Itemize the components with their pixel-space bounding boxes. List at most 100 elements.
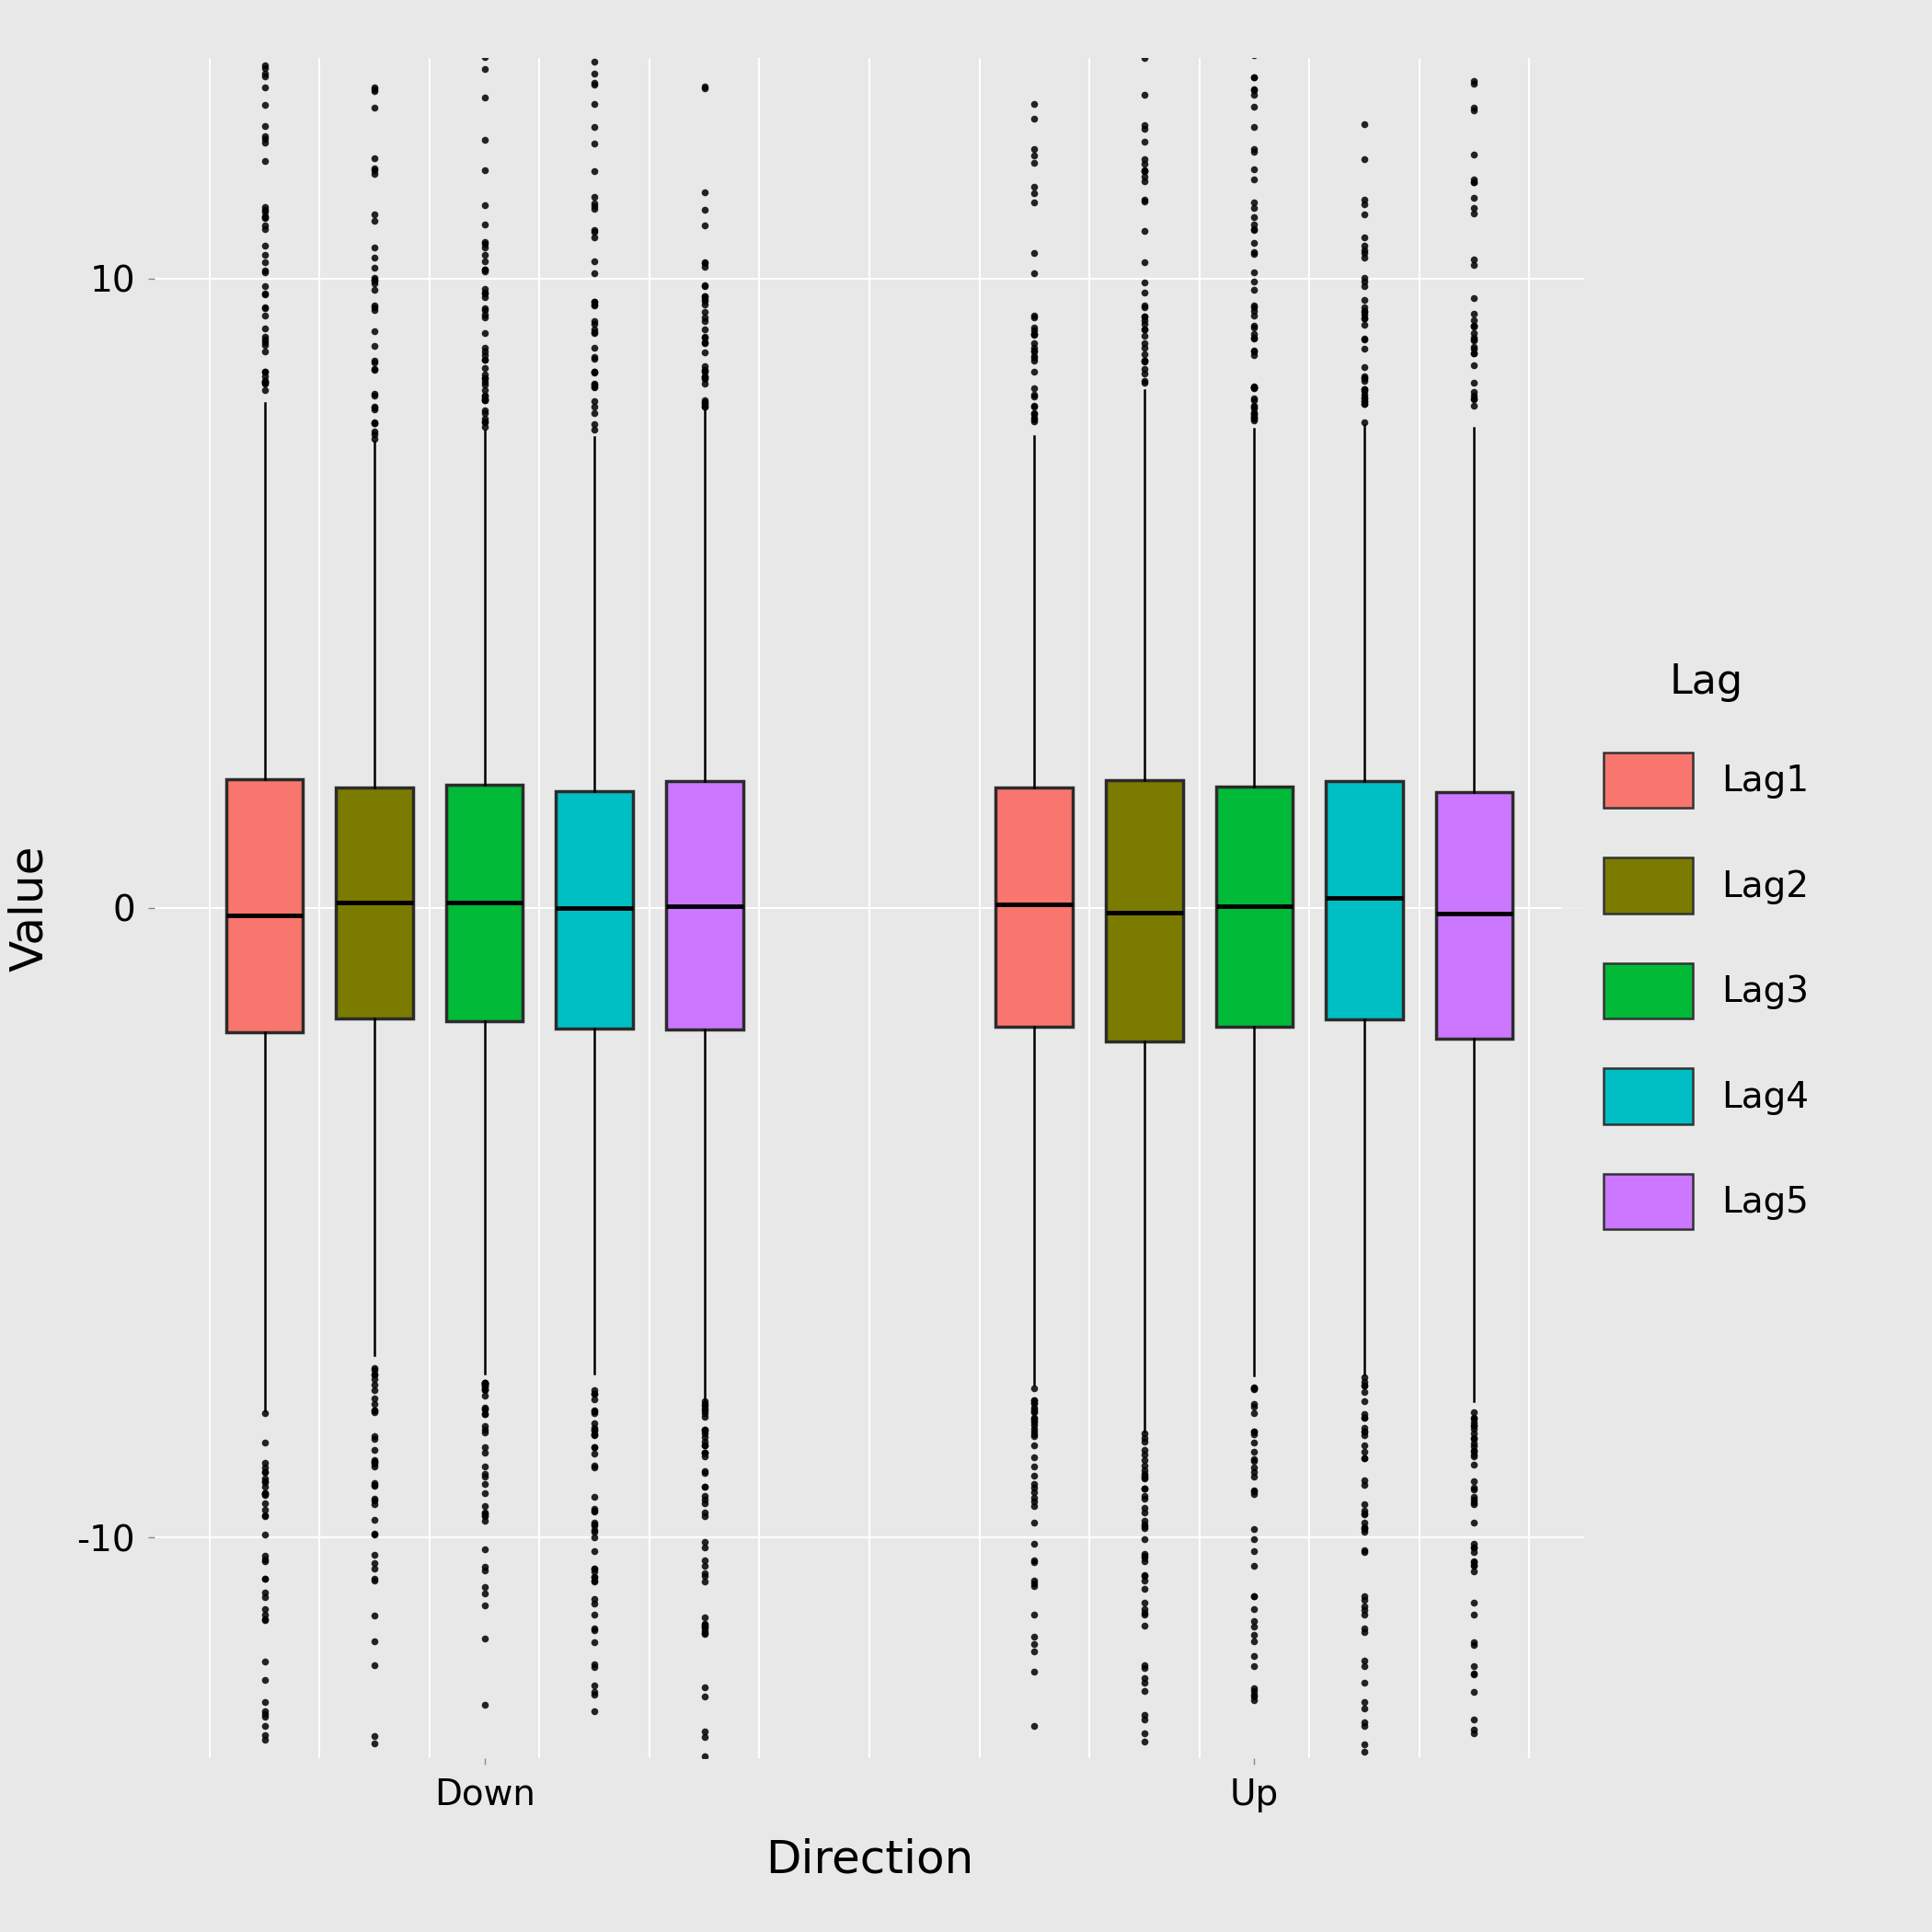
- Point: [690, 355, 721, 386]
- Point: [1349, 408, 1379, 439]
- Point: [249, 325, 280, 355]
- Point: [469, 1368, 500, 1399]
- Point: [1018, 1548, 1049, 1578]
- Point: [1349, 184, 1379, 214]
- Point: [469, 54, 500, 85]
- Point: [690, 1615, 721, 1646]
- Point: [359, 93, 390, 124]
- Point: [1238, 371, 1269, 402]
- Point: [469, 1370, 500, 1401]
- Point: [1349, 1650, 1379, 1681]
- Point: [580, 1383, 611, 1414]
- Point: [1238, 203, 1269, 234]
- Point: [1238, 373, 1269, 404]
- Point: [1238, 1640, 1269, 1671]
- Point: [1459, 298, 1490, 328]
- Point: [1349, 1584, 1379, 1615]
- Point: [1459, 1650, 1490, 1681]
- Point: [469, 1497, 500, 1528]
- Point: [690, 1872, 721, 1903]
- Point: [469, 1372, 500, 1403]
- Point: [359, 1866, 390, 1897]
- Point: [1349, 375, 1379, 406]
- Point: [359, 1781, 390, 1812]
- Point: [580, 1648, 611, 1679]
- Point: [690, 369, 721, 400]
- Point: [249, 367, 280, 398]
- Point: [1018, 1385, 1049, 1416]
- Point: [580, 415, 611, 446]
- Point: [1128, 1704, 1159, 1735]
- Point: [1349, 386, 1379, 417]
- Point: [1238, 1524, 1269, 1555]
- Point: [1349, 1737, 1379, 1768]
- Point: [359, 1383, 390, 1414]
- Point: [1459, 381, 1490, 412]
- Point: [469, 282, 500, 313]
- Point: [1018, 1598, 1049, 1629]
- Point: [359, 348, 390, 379]
- Point: [1018, 0, 1049, 19]
- Point: [1349, 1613, 1379, 1644]
- Point: [580, 1497, 611, 1528]
- Point: [690, 1546, 721, 1577]
- Point: [469, 294, 500, 325]
- Point: [359, 232, 390, 263]
- Point: [469, 1832, 500, 1862]
- Point: [580, 187, 611, 218]
- Point: [580, 317, 611, 348]
- Point: [469, 1379, 500, 1410]
- Bar: [1105, 781, 1182, 1041]
- Point: [1349, 1590, 1379, 1621]
- Point: [249, 1605, 280, 1636]
- Point: [1238, 62, 1269, 93]
- Point: [469, 1505, 500, 1536]
- Point: [1018, 1629, 1049, 1660]
- Point: [249, 1696, 280, 1727]
- Point: [249, 1725, 280, 1756]
- Point: [469, 1368, 500, 1399]
- Point: [1128, 1524, 1159, 1555]
- Point: [359, 1447, 390, 1478]
- Bar: [336, 788, 413, 1018]
- Point: [690, 305, 721, 336]
- Point: [1238, 323, 1269, 354]
- Point: [249, 1478, 280, 1509]
- Point: [1238, 311, 1269, 342]
- Point: [1238, 193, 1269, 224]
- Point: [580, 1669, 611, 1700]
- Point: [1128, 346, 1159, 377]
- Point: [690, 1716, 721, 1747]
- Point: [690, 0, 721, 17]
- Point: [1128, 1700, 1159, 1731]
- Point: [1238, 4, 1269, 35]
- Point: [1128, 1418, 1159, 1449]
- Point: [690, 1426, 721, 1457]
- Point: [469, 340, 500, 371]
- Point: [249, 240, 280, 270]
- Point: [1459, 1418, 1490, 1449]
- Point: [359, 379, 390, 410]
- Y-axis label: Value: Value: [8, 844, 52, 972]
- Point: [1238, 1476, 1269, 1507]
- Point: [580, 1553, 611, 1584]
- Point: [1349, 1617, 1379, 1648]
- Point: [249, 193, 280, 224]
- Point: [690, 1414, 721, 1445]
- Point: [690, 1430, 721, 1461]
- Point: [1018, 334, 1049, 365]
- Point: [580, 1584, 611, 1615]
- Point: [1459, 1789, 1490, 1820]
- Point: [1018, 1408, 1049, 1439]
- Point: [690, 355, 721, 386]
- Point: [1018, 299, 1049, 330]
- Point: [1018, 1565, 1049, 1596]
- Point: [469, 226, 500, 257]
- Point: [469, 1432, 500, 1463]
- Point: [1459, 1410, 1490, 1441]
- Point: [1128, 1546, 1159, 1577]
- Point: [1238, 319, 1269, 350]
- Point: [580, 1928, 611, 1932]
- Point: [359, 330, 390, 361]
- Point: [1349, 1511, 1379, 1542]
